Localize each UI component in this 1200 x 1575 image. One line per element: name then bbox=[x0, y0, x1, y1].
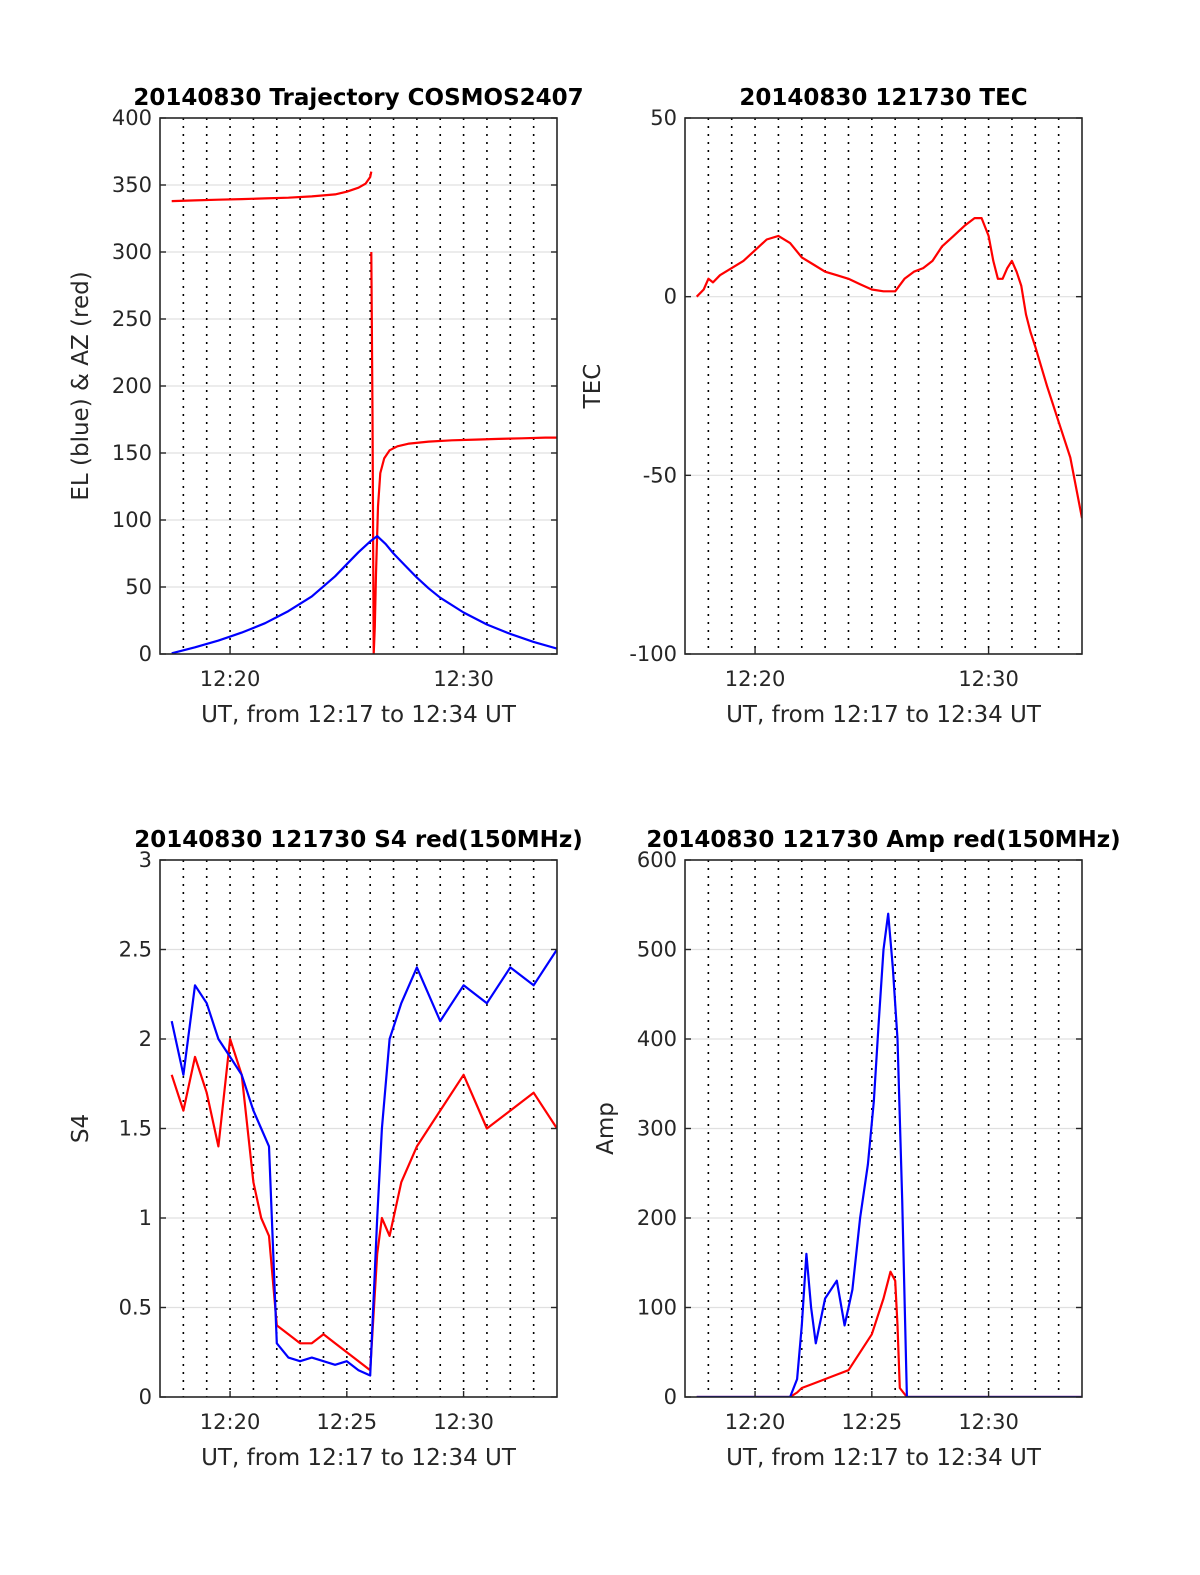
y-tick-label: 200 bbox=[112, 374, 152, 398]
panel-amp: 0 100 200 300 400 500 600 12:20 12:25 12:30 201408… bbox=[593, 827, 1121, 1471]
y-tick-label: 0 bbox=[139, 642, 152, 666]
x-tick-label: 12:25 bbox=[317, 1410, 378, 1434]
y-tick-label: 1 bbox=[139, 1206, 152, 1230]
x-tick-label: 12:25 bbox=[842, 1410, 903, 1434]
y-axis-label: Amp bbox=[593, 1102, 619, 1155]
series-line-0-1 bbox=[370, 251, 557, 654]
panel-title: 20140830 121730 S4 red(150MHz) bbox=[134, 827, 583, 853]
y-tick-label: 2 bbox=[139, 1027, 152, 1051]
y-tick-label: 250 bbox=[112, 307, 152, 331]
panel-title: 20140830 121730 Amp red(150MHz) bbox=[646, 827, 1120, 853]
x-tick-label: 12:20 bbox=[200, 667, 261, 691]
panel-trajectory: 0 50 100 150 200 250 300 350 400 12:20 12:30 201408… bbox=[68, 85, 584, 728]
x-axis-label: UT, from 12:17 to 12:34 UT bbox=[201, 702, 517, 728]
series-line-0-0 bbox=[695, 217, 1082, 519]
y-tick-label: 100 bbox=[637, 1296, 677, 1320]
series-line-0-0 bbox=[696, 1270, 1082, 1397]
axes-box bbox=[684, 117, 1083, 655]
y-tick-label: 400 bbox=[112, 106, 152, 130]
y-tick-label: 600 bbox=[637, 848, 677, 872]
x-tick-label: 12:20 bbox=[200, 1410, 261, 1434]
series-line-1-0 bbox=[696, 912, 1082, 1397]
y-tick-label: 0.5 bbox=[119, 1296, 152, 1320]
x-tick-label: 12:20 bbox=[725, 1410, 786, 1434]
plot-area bbox=[685, 118, 1082, 654]
y-tick-label: 300 bbox=[637, 1117, 677, 1141]
y-tick-label: 300 bbox=[112, 240, 152, 264]
panel-title: 20140830 121730 TEC bbox=[739, 85, 1027, 111]
x-axis-label: UT, from 12:17 to 12:34 UT bbox=[726, 1445, 1042, 1471]
y-tick-label: 3 bbox=[139, 848, 152, 872]
panel-tec: -100 -50 0 50 12:20 12:30 20140830 121730 TEC U… bbox=[580, 85, 1083, 728]
x-tick-label: 12:30 bbox=[958, 667, 1019, 691]
y-tick-label: 200 bbox=[637, 1206, 677, 1230]
x-tick-label: 12:20 bbox=[725, 667, 786, 691]
y-tick-label: 500 bbox=[637, 938, 677, 962]
series-line-1-0 bbox=[171, 534, 557, 654]
panel-title: 20140830 Trajectory COSMOS2407 bbox=[133, 85, 583, 111]
y-tick-label: 0 bbox=[664, 285, 677, 309]
series-line-0-0 bbox=[171, 171, 373, 203]
y-axis-label: EL (blue) & AZ (red) bbox=[68, 271, 94, 500]
y-tick-label: 50 bbox=[125, 575, 152, 599]
y-tick-label: 0 bbox=[664, 1385, 677, 1409]
y-tick-label: 100 bbox=[112, 508, 152, 532]
y-tick-label: -100 bbox=[629, 642, 677, 666]
y-tick-label: 2.5 bbox=[119, 938, 152, 962]
y-tick-label: 350 bbox=[112, 173, 152, 197]
x-axis-label: UT, from 12:17 to 12:34 UT bbox=[726, 702, 1042, 728]
y-tick-label: 0 bbox=[139, 1385, 152, 1409]
y-axis-label: TEC bbox=[580, 364, 606, 410]
y-tick-label: 1.5 bbox=[119, 1117, 152, 1141]
series-line-1-0 bbox=[170, 948, 557, 1377]
x-tick-label: 12:30 bbox=[433, 1410, 494, 1434]
y-tick-label: 50 bbox=[650, 106, 677, 130]
y-axis-label: S4 bbox=[68, 1114, 94, 1143]
y-tick-label: 150 bbox=[112, 441, 152, 465]
y-tick-label: -50 bbox=[643, 463, 677, 487]
x-tick-label: 12:30 bbox=[958, 1410, 1019, 1434]
panel-s4: 0 0.5 1 1.5 2 2.5 3 12:20 12:25 12:30 20140830 121… bbox=[68, 827, 583, 1471]
x-axis-label: UT, from 12:17 to 12:34 UT bbox=[201, 1445, 517, 1471]
y-tick-label: 400 bbox=[637, 1027, 677, 1051]
series-line-0-0 bbox=[170, 1037, 557, 1372]
x-tick-label: 12:30 bbox=[433, 667, 494, 691]
